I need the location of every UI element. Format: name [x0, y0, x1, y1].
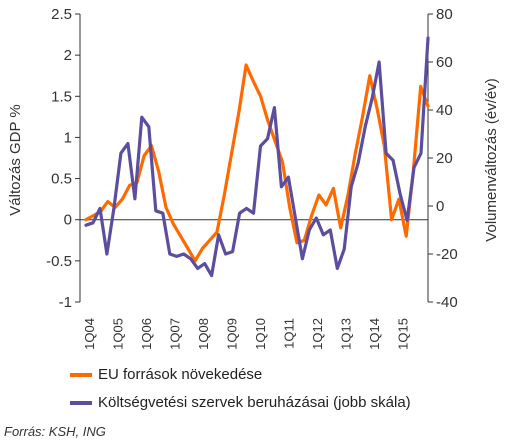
right-tick-label: 0	[436, 198, 444, 215]
left-tick-label: 2	[64, 47, 72, 64]
series-eu	[84, 63, 430, 263]
series-kolt	[84, 36, 430, 278]
right-tick-label: 60	[436, 54, 453, 71]
legend-item-eu: EU források növekedése	[70, 366, 262, 383]
x-tick-label: 1Q08	[196, 318, 211, 350]
left-tick-label: 1.5	[51, 88, 72, 105]
right-tick-label: 40	[436, 102, 453, 119]
x-tick-label: 1Q11	[282, 318, 297, 349]
x-tick-label: 1Q06	[139, 318, 154, 350]
y-axis-title-right: Volumenváltozás (év/év)	[483, 78, 500, 241]
left-tick-label: -1	[59, 294, 72, 311]
right-tick-label: -20	[436, 246, 458, 263]
series-line-eu	[84, 63, 430, 263]
legend-item-kolt: Költségvetési szervek beruházásai (jobb …	[70, 394, 411, 411]
x-tick-label: 1Q14	[367, 318, 382, 350]
left-tick-label: 0	[64, 212, 72, 229]
x-tick-label: 1Q10	[253, 318, 268, 350]
x-tick-label: 1Q09	[225, 318, 240, 350]
right-tick-label: -40	[436, 294, 458, 311]
left-tick-label: 2.5	[51, 6, 72, 23]
legend-swatch-eu	[70, 372, 92, 377]
series-layer	[84, 36, 430, 278]
right-tick-label: 20	[436, 150, 453, 167]
x-tick-label: 1Q07	[168, 318, 183, 350]
x-tick-label: 1Q13	[339, 318, 354, 350]
legend-label-eu: EU források növekedése	[98, 366, 263, 383]
left-tick-label: 1	[64, 129, 72, 146]
y-axis-title-left: Változás GDP %	[7, 104, 24, 215]
source-note: Forrás: KSH, ING	[4, 424, 106, 439]
left-axis: -1 -0.5 0 0.5 1 1.5 2 2.5	[46, 6, 81, 311]
x-axis: 1Q04 1Q05 1Q06 1Q07 1Q08 1Q09 1Q10 1Q11 1Q12 1Q13…	[80, 219, 428, 350]
x-tick-label: 1Q04	[82, 318, 97, 350]
right-tick-label: 80	[436, 6, 453, 23]
left-tick-label: 0.5	[51, 171, 72, 188]
x-tick-label: 1Q05	[111, 318, 126, 350]
series-line-kolt	[84, 36, 430, 278]
legend-label-kolt: Költségvetési szervek beruházásai (jobb …	[98, 394, 411, 411]
left-tick-label: -0.5	[46, 253, 72, 270]
x-tick-label: 1Q12	[310, 318, 325, 350]
legend-swatch-kolt	[70, 400, 92, 405]
x-tick-label: 1Q15	[396, 318, 411, 350]
right-axis: -40 -20 0 20 40 60 80	[427, 6, 458, 311]
